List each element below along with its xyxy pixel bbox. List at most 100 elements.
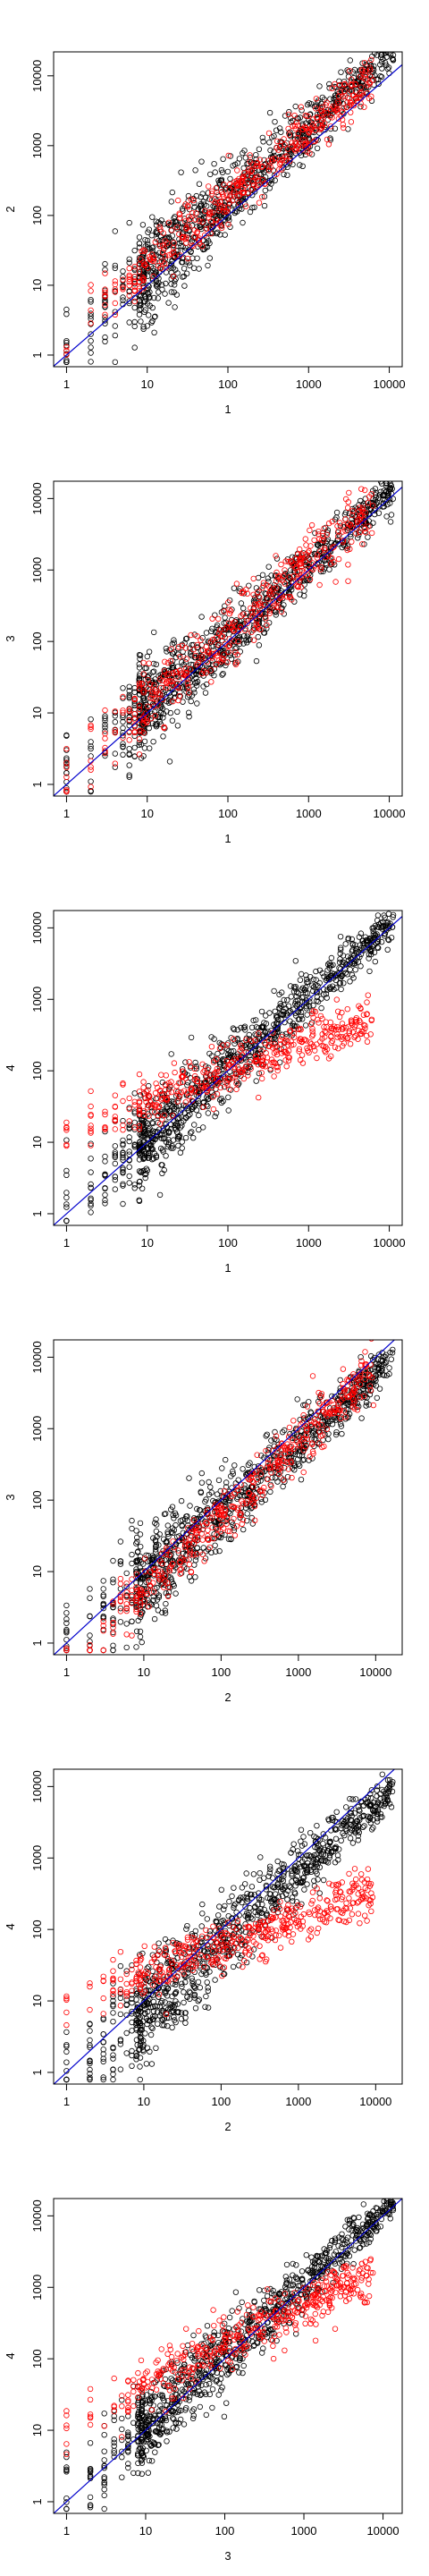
points-group xyxy=(63,911,397,1224)
data-point-black xyxy=(244,1518,250,1524)
data-point-red xyxy=(338,113,344,120)
data-point-black xyxy=(167,709,174,716)
data-point-black xyxy=(168,199,174,205)
data-point-red xyxy=(359,68,366,74)
data-point-red xyxy=(264,622,270,629)
data-point-red xyxy=(88,1103,94,1110)
data-point-black xyxy=(379,1365,385,1372)
data-point-black xyxy=(136,234,143,241)
data-point-black xyxy=(302,1022,309,1029)
data-point-red xyxy=(209,615,215,622)
data-point-black xyxy=(324,987,331,993)
y-tick-label: 1000 xyxy=(30,557,44,583)
data-point-black xyxy=(203,222,209,228)
data-point-black xyxy=(386,43,391,48)
data-point-black xyxy=(219,672,225,678)
data-point-red xyxy=(252,608,258,615)
data-point-red xyxy=(231,1036,237,1042)
data-point-red xyxy=(327,561,334,567)
data-point-black xyxy=(297,977,304,983)
data-point-red xyxy=(333,106,340,113)
data-point-black xyxy=(140,719,147,725)
data-point-black xyxy=(390,56,396,63)
data-point-black xyxy=(226,1074,232,1080)
data-point-red xyxy=(314,1055,320,1062)
data-point-red xyxy=(279,1034,285,1040)
data-point-black xyxy=(102,334,108,341)
data-point-black xyxy=(385,64,392,71)
data-point-red xyxy=(362,487,368,494)
data-point-black xyxy=(144,244,151,250)
data-point-black xyxy=(337,975,344,981)
data-point-red xyxy=(214,615,222,623)
data-point-red xyxy=(205,1085,211,1091)
data-point-black xyxy=(222,1456,229,1463)
data-point-black xyxy=(165,690,172,697)
data-point-black xyxy=(303,999,309,1006)
data-point-red xyxy=(352,1032,358,1039)
data-point-black xyxy=(234,1027,241,1033)
data-point-black xyxy=(159,705,166,712)
data-point-red xyxy=(305,113,311,120)
data-point-red xyxy=(285,125,291,132)
data-point-black xyxy=(304,976,310,983)
data-point-black xyxy=(137,1092,144,1098)
data-point-black xyxy=(120,294,126,301)
data-point-black xyxy=(266,177,273,184)
data-point-black xyxy=(342,509,349,516)
data-point-red xyxy=(368,1017,374,1024)
data-point-red xyxy=(174,197,181,204)
data-point-red xyxy=(136,682,143,689)
data-point-black xyxy=(320,1425,326,1431)
data-point-black xyxy=(137,1633,144,1640)
data-point-black xyxy=(360,937,366,944)
data-point-black xyxy=(212,169,218,175)
data-point-red xyxy=(145,703,151,709)
data-point-black xyxy=(298,970,305,978)
data-point-black xyxy=(300,1402,307,1409)
data-point-red xyxy=(232,648,239,656)
data-point-black xyxy=(148,233,155,239)
data-point-red xyxy=(299,567,306,574)
data-point-black xyxy=(102,318,108,324)
data-point-red xyxy=(140,690,147,696)
data-point-black xyxy=(131,318,138,326)
data-point-red xyxy=(182,1099,189,1106)
data-point-black xyxy=(214,229,221,235)
data-point-black xyxy=(389,1350,396,1356)
data-point-black xyxy=(133,1534,140,1541)
data-point-red xyxy=(365,992,371,998)
data-point-red xyxy=(303,542,309,548)
data-point-red xyxy=(126,279,132,285)
data-point-red xyxy=(170,249,177,256)
data-point-black xyxy=(356,934,363,940)
data-point-black xyxy=(177,689,183,696)
data-point-black xyxy=(187,651,194,657)
data-point-red xyxy=(295,583,301,589)
data-point-red xyxy=(345,562,351,568)
data-point-red xyxy=(307,1039,314,1046)
data-point-black xyxy=(139,1575,146,1581)
data-point-red xyxy=(145,685,151,691)
y-tick-label: 10 xyxy=(30,707,44,719)
data-point-black xyxy=(273,555,281,562)
data-point-black xyxy=(286,108,292,115)
data-point-red xyxy=(218,658,224,665)
data-point-black xyxy=(153,1154,160,1161)
data-point-black xyxy=(253,657,260,665)
data-point-black xyxy=(345,935,351,942)
data-point-black xyxy=(126,722,132,729)
data-point-black xyxy=(374,944,381,951)
data-point-red xyxy=(307,1021,315,1028)
data-point-black xyxy=(326,960,332,966)
data-point-black xyxy=(231,651,238,658)
data-point-red xyxy=(265,130,273,137)
data-point-black xyxy=(153,222,160,228)
data-point-red xyxy=(348,521,354,528)
data-point-black xyxy=(144,241,151,247)
data-point-black xyxy=(136,720,143,726)
data-point-black xyxy=(165,300,172,306)
data-point-red xyxy=(247,152,253,158)
data-point-black xyxy=(240,219,246,226)
data-point-red xyxy=(152,713,158,719)
